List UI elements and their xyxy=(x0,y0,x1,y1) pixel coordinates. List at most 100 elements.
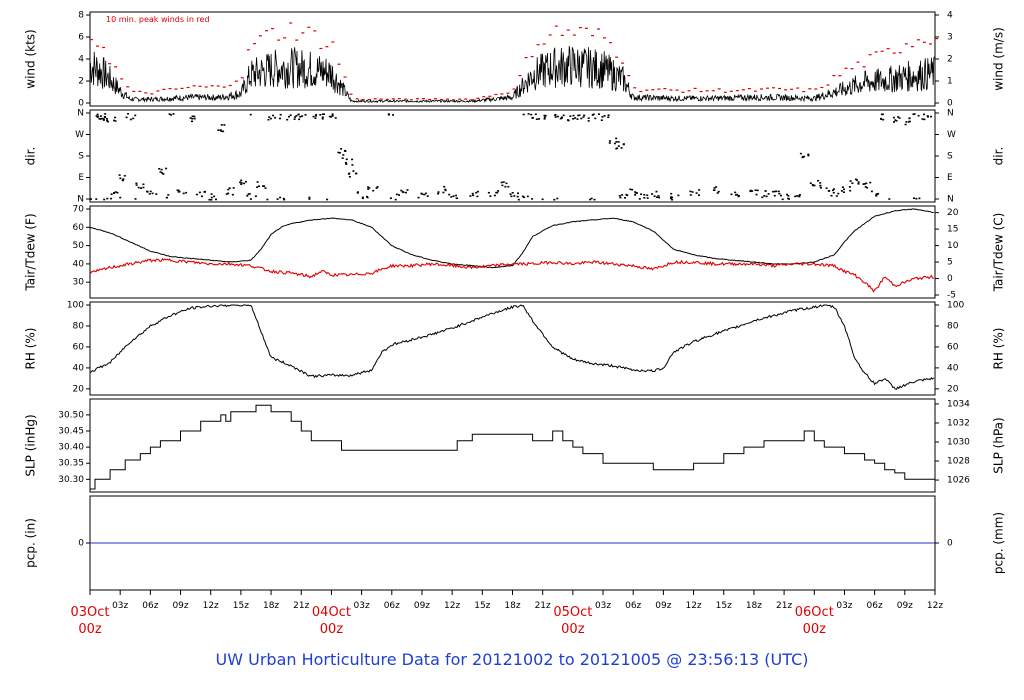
peak-wind-point xyxy=(307,26,311,28)
direction-point xyxy=(227,188,230,191)
direction-point xyxy=(366,195,368,198)
peak-wind-point xyxy=(838,75,842,77)
direction-point xyxy=(698,189,701,191)
direction-point xyxy=(691,191,694,193)
direction-point xyxy=(594,117,597,120)
peak-wind-point xyxy=(464,98,468,100)
direction-point xyxy=(113,192,115,194)
direction-point xyxy=(778,192,781,195)
peak-wind-point xyxy=(204,86,208,88)
slp-right-y-tick-label: 1026 xyxy=(947,476,970,486)
temp-right-axis-label: Tair/Tdew (C) xyxy=(992,213,1006,293)
direction-point xyxy=(96,113,99,116)
peak-wind-point xyxy=(760,88,763,90)
peak-wind-point xyxy=(422,98,425,100)
rh-left-axis-label: RH (%) xyxy=(24,328,38,370)
x-date-hour-label: 00z xyxy=(803,622,827,637)
direction-point xyxy=(857,181,860,183)
direction-point xyxy=(737,195,740,198)
direction-point xyxy=(340,148,343,150)
direction-point xyxy=(146,190,149,193)
direction-point xyxy=(543,114,546,117)
x-hour-tick-label: 15z xyxy=(474,601,490,611)
direction-point xyxy=(764,190,767,192)
direction-point xyxy=(103,198,106,201)
peak-wind-point xyxy=(886,48,890,50)
direction-point xyxy=(227,192,230,195)
direction-point xyxy=(912,113,915,115)
x-hour-tick-label: 12z xyxy=(685,601,701,611)
direction-point xyxy=(716,192,719,194)
direction-point xyxy=(331,113,334,115)
direction-point xyxy=(634,191,637,193)
x-date-hour-label: 00z xyxy=(561,622,585,637)
direction-point xyxy=(535,118,538,120)
peak-wind-point xyxy=(536,44,540,46)
direction-point xyxy=(835,195,838,197)
x-date-hour-label: 00z xyxy=(320,622,344,637)
direction-point xyxy=(113,119,115,122)
direction-point xyxy=(213,195,216,198)
direction-point xyxy=(763,195,766,197)
peak-wind-point xyxy=(349,93,353,95)
direction-point xyxy=(917,114,920,117)
direction-point xyxy=(493,194,496,197)
direction-point xyxy=(516,195,519,198)
temp-left-y-tick-label: 40 xyxy=(73,259,85,269)
peak-wind-point xyxy=(669,89,673,91)
peak-wind-point xyxy=(265,30,268,32)
direction-point xyxy=(913,197,915,199)
direction-point xyxy=(849,180,852,182)
rh-right-y-tick-label: 40 xyxy=(947,363,959,373)
peak-wind-point xyxy=(639,90,643,93)
x-date-tick-label: 05Oct xyxy=(553,605,592,620)
peak-wind-point xyxy=(584,27,588,29)
direction-point xyxy=(151,192,154,195)
direction-point xyxy=(634,194,637,196)
direction-point xyxy=(807,154,810,157)
direction-point xyxy=(129,118,132,121)
peak-wind-point xyxy=(331,41,335,43)
direction-point xyxy=(135,184,138,186)
direction-point xyxy=(330,116,332,118)
peak-wind-point xyxy=(403,98,407,100)
direction-point xyxy=(450,196,453,198)
direction-point xyxy=(832,189,834,192)
direction-point xyxy=(819,185,822,187)
peak-wind-point xyxy=(898,52,902,54)
dewpoint-series-line xyxy=(89,257,934,293)
direction-point xyxy=(608,142,611,144)
direction-point xyxy=(813,184,816,187)
peak-wind-point xyxy=(409,99,413,101)
direction-point xyxy=(394,198,397,201)
page-title: UW Urban Horticulture Data for 20121002 … xyxy=(215,650,809,669)
direction-point xyxy=(761,196,764,199)
peak-wind-point xyxy=(681,91,685,93)
direction-point xyxy=(538,118,541,120)
peak-wind-point xyxy=(458,98,462,100)
x-hour-tick-label: 12z xyxy=(927,601,943,611)
air-temp-series-line xyxy=(89,208,934,269)
peak-wind-point xyxy=(609,42,613,44)
direction-point xyxy=(189,117,192,119)
direction-point xyxy=(775,190,778,193)
x-hour-tick-label: 21z xyxy=(293,601,309,611)
peak-wind-point xyxy=(560,34,564,36)
direction-point xyxy=(921,118,924,120)
direction-point xyxy=(476,190,479,193)
peak-wind-point xyxy=(645,89,649,91)
peak-wind-point xyxy=(470,99,474,101)
peak-wind-point xyxy=(500,93,504,95)
direction-point xyxy=(695,192,698,194)
rh-left-y-tick-label: 80 xyxy=(73,321,85,331)
direction-point xyxy=(203,191,206,193)
direction-point xyxy=(543,116,546,119)
direction-point xyxy=(501,184,504,187)
peak-wind-point xyxy=(415,98,419,100)
direction-point xyxy=(315,114,318,116)
direction-point xyxy=(898,117,901,119)
peak-wind-point xyxy=(735,90,739,92)
direction-point xyxy=(110,197,112,200)
direction-point xyxy=(215,198,217,201)
peak-wind-point xyxy=(156,90,160,92)
